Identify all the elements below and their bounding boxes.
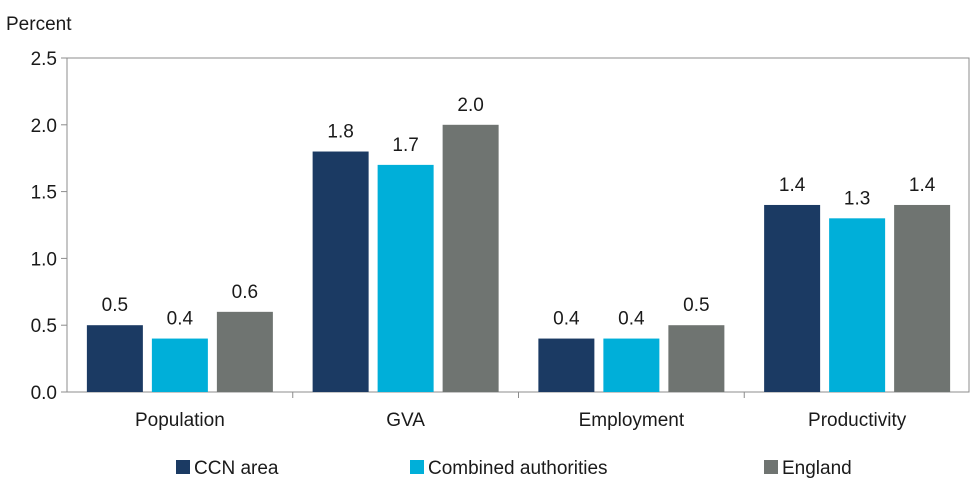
data-label: 0.4 [167,309,194,330]
legend-label: CCN area [194,458,279,479]
y-tick-label: 1.0 [31,249,57,270]
bar-population-0 [86,325,143,392]
bar-population-1 [151,338,208,392]
bar-productivity-0 [764,204,821,392]
y-tick-label: 0.5 [31,316,57,337]
y-axis: 0.0 0.5 1.0 1.5 2.0 2.5 [31,49,67,404]
x-tick-label: Productivity [808,410,907,431]
bar-productivity-2 [894,204,951,392]
legend-label: Combined authorities [428,458,608,479]
data-label: 1.7 [392,135,418,156]
x-tick-label: Population [135,410,225,431]
bar-productivity-1 [829,218,886,392]
bar-population-2 [216,311,273,392]
x-tick-label: GVA [386,410,425,431]
data-labels: 0.5 0.4 0.6 1.8 1.7 2.0 0.4 0.4 0.5 1.4 1.3 1.4 [102,95,936,330]
legend-label: England [782,458,852,479]
y-axis-label: Percent [6,14,72,35]
data-label: 0.4 [618,309,645,330]
y-tick-label: 1.5 [31,183,57,204]
bar-employment-1 [603,338,660,392]
data-label: 0.6 [232,282,258,303]
x-tick-label: Employment [579,410,685,431]
bars [86,124,951,393]
y-tick-label: 2.5 [31,49,57,70]
bar-gva-1 [377,164,434,392]
data-label: 1.8 [327,122,353,143]
legend-swatch [410,460,424,474]
data-label: 0.4 [553,309,580,330]
y-tick-label: 0.0 [31,383,57,404]
legend-swatch [176,460,190,474]
bar-employment-2 [668,325,725,392]
legend: CCN area Combined authorities England [176,458,852,479]
x-axis: Population GVA Employment Productivity [135,392,907,431]
data-label: 1.3 [844,188,870,209]
bar-gva-2 [442,124,499,393]
data-label: 0.5 [683,295,709,316]
data-label: 2.0 [457,95,483,116]
data-label: 0.5 [102,295,128,316]
bar-employment-0 [538,338,595,392]
y-tick-label: 2.0 [31,116,57,137]
legend-swatch [764,460,778,474]
data-label: 1.4 [779,175,806,196]
bar-gva-0 [312,151,369,392]
data-label: 1.4 [909,175,936,196]
